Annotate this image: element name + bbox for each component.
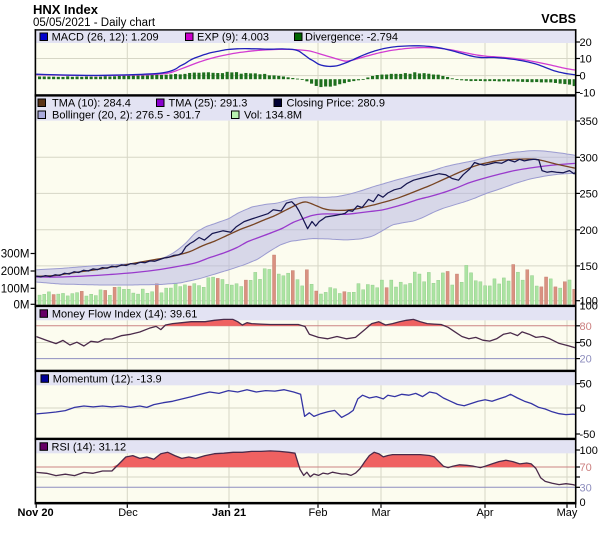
svg-text:TMA (10): 284.4: TMA (10): 284.4	[52, 98, 131, 110]
svg-text:Vol: 134.8M: Vol: 134.8M	[244, 110, 302, 122]
svg-text:-10: -10	[580, 88, 596, 100]
svg-text:Divergence: -2.794: Divergence: -2.794	[305, 32, 398, 44]
svg-text:10: 10	[580, 54, 592, 66]
svg-text:Bollinger (20, 2): 276.5 - 301: Bollinger (20, 2): 276.5 - 301.7	[52, 110, 201, 122]
svg-text:0: 0	[580, 403, 586, 415]
svg-text:Nov 20: Nov 20	[18, 507, 54, 519]
svg-text:300M: 300M	[1, 249, 30, 261]
svg-text:200: 200	[580, 225, 598, 237]
svg-text:50: 50	[580, 379, 592, 391]
svg-text:Dec: Dec	[118, 507, 138, 519]
svg-text:70: 70	[580, 462, 592, 474]
svg-text:TMA (25): 291.3: TMA (25): 291.3	[169, 98, 248, 110]
svg-text:20: 20	[580, 37, 592, 49]
svg-text:0: 0	[580, 497, 586, 509]
svg-text:100: 100	[580, 301, 598, 313]
svg-text:RSI (14): 31.12: RSI (14): 31.12	[52, 441, 127, 453]
svg-text:EXP (9): 4.003: EXP (9): 4.003	[197, 32, 269, 44]
svg-text:VCBS: VCBS	[541, 12, 576, 26]
svg-text:HNX Index: HNX Index	[33, 2, 99, 17]
svg-text:100M: 100M	[1, 283, 30, 295]
svg-text:250: 250	[580, 188, 598, 200]
svg-text:100: 100	[580, 296, 598, 308]
svg-text:Closing Price: 280.9: Closing Price: 280.9	[287, 98, 385, 110]
svg-text:150: 150	[580, 261, 598, 273]
svg-text:Feb: Feb	[309, 507, 328, 519]
svg-text:0M: 0M	[14, 299, 30, 311]
svg-text:05/05/2021 - Daily chart: 05/05/2021 - Daily chart	[33, 17, 156, 29]
svg-text:30: 30	[580, 482, 592, 494]
svg-text:Momentum (12): -13.9: Momentum (12): -13.9	[53, 373, 162, 385]
svg-text:Apr: Apr	[476, 507, 493, 519]
svg-text:50: 50	[580, 338, 592, 350]
svg-text:200M: 200M	[1, 266, 30, 278]
svg-text:-50: -50	[580, 429, 596, 441]
svg-text:May: May	[557, 507, 578, 519]
svg-text:100: 100	[580, 445, 598, 457]
svg-text:80: 80	[580, 321, 592, 333]
svg-text:MACD (26, 12): 1.209: MACD (26, 12): 1.209	[52, 32, 159, 44]
svg-text:350: 350	[580, 116, 598, 128]
svg-text:Money Flow Index (14): 39.61: Money Flow Index (14): 39.61	[52, 308, 198, 320]
svg-text:300: 300	[580, 152, 598, 164]
svg-text:0: 0	[580, 71, 586, 83]
svg-text:20: 20	[580, 354, 592, 366]
svg-text:Jan 21: Jan 21	[212, 507, 246, 519]
svg-text:Mar: Mar	[372, 507, 391, 519]
